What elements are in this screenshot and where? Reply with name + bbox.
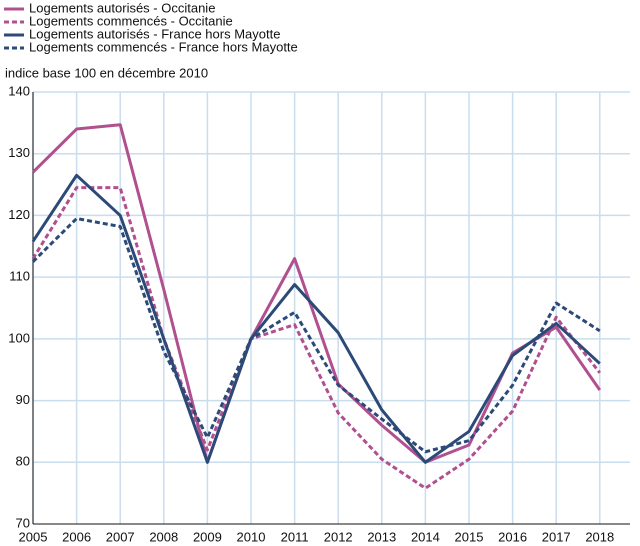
x-tick-label: 2006 [62,529,91,544]
y-tick-label: 120 [8,207,30,222]
x-tick-label: 2018 [585,529,614,544]
y-tick-label: 100 [8,330,30,345]
series-line [31,123,602,464]
x-tick-label: 2010 [237,529,266,544]
y-tick-label: 140 [8,83,30,98]
x-tick-label: 2013 [367,529,396,544]
y-tick-label: 110 [9,269,30,284]
legend-label: Logements commencés - Occitanie [29,13,233,28]
x-tick-label: 2016 [498,529,527,544]
x-tick-label: 2007 [106,529,135,544]
x-tick-label: 2009 [193,529,222,544]
y-tick-label: 70 [16,515,30,530]
x-tick-label: 2012 [324,529,353,544]
legend-label: Logements autorisés - France hors Mayott… [29,26,280,41]
x-tick-label: 2008 [149,529,178,544]
series-line [31,173,601,464]
series-line [31,217,601,454]
x-tick-label: 2014 [411,529,440,544]
x-tick-label: 2017 [542,529,571,544]
y-tick-label: 80 [16,454,30,469]
x-tick-label: 2011 [281,529,309,544]
y-tick-label: 130 [8,145,30,160]
legend-label: Logements commencés - France hors Mayott… [29,39,298,54]
series-line [31,186,601,490]
x-tick-label: 2015 [455,529,484,544]
y-tick-label: 90 [16,392,30,407]
axis-subtitle: indice base 100 en décembre 2010 [5,65,208,80]
x-tick-label: 2005 [19,529,48,544]
legend-label: Logements autorisés - Occitanie [29,0,215,15]
